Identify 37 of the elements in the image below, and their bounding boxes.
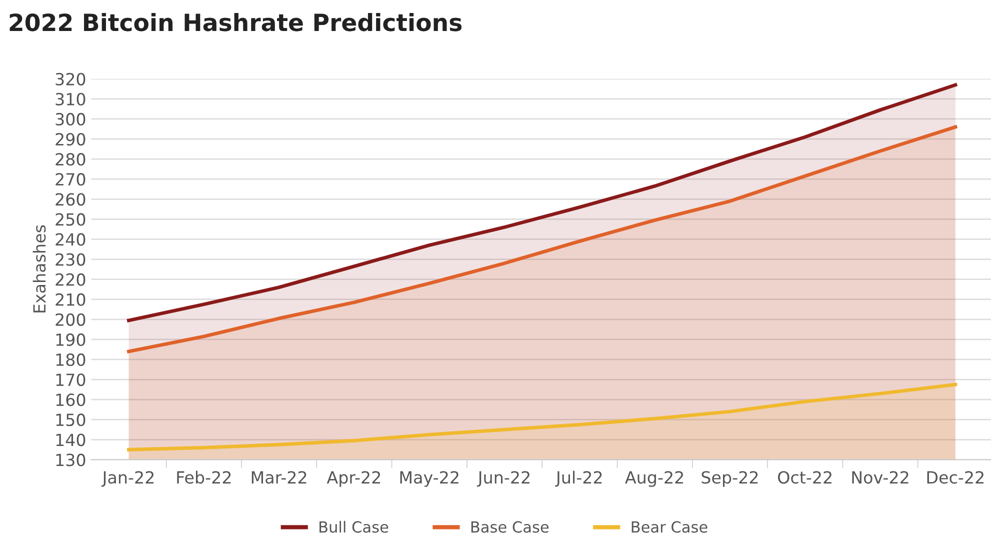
y-tick-label: 290 xyxy=(56,132,86,146)
y-tick-label: 150 xyxy=(56,414,86,426)
x-tick-label: Jan-22 xyxy=(101,471,154,487)
legend-label: Base Case xyxy=(471,521,549,533)
y-tick-label: 300 xyxy=(56,112,86,126)
x-tick-label: Dec-22 xyxy=(927,471,984,484)
x-tick-label: Nov-22 xyxy=(852,471,908,484)
y-tick-label: 260 xyxy=(56,193,86,206)
y-tick-label: 250 xyxy=(56,213,86,226)
x-tick-label: Apr-22 xyxy=(326,471,380,487)
y-tick-label: 240 xyxy=(56,233,86,246)
legend-label: Bull Case xyxy=(320,520,388,533)
y-tick-label: 230 xyxy=(56,253,86,266)
y-tick-label: 190 xyxy=(56,333,86,346)
x-tick-label: Mar-22 xyxy=(252,471,306,484)
y-tick-label: 160 xyxy=(56,394,86,406)
y-axis-title: Exahashes xyxy=(32,225,46,312)
y-tick-label: 170 xyxy=(56,373,86,386)
y-tick-label: 180 xyxy=(56,353,86,366)
x-tick-label: Jul-22 xyxy=(555,470,602,487)
y-tick-label: 310 xyxy=(56,92,86,106)
x-tick-label: Sep-22 xyxy=(702,471,758,487)
y-tick-label: 320 xyxy=(56,72,86,86)
x-tick-label: Oct-22 xyxy=(778,471,832,484)
y-tick-label: 200 xyxy=(56,313,86,326)
y-tick-label: 130 xyxy=(56,454,86,466)
x-tick-label: Feb-22 xyxy=(177,470,231,484)
y-tick-label: 270 xyxy=(56,173,86,186)
y-tick-label: 220 xyxy=(56,273,86,286)
y-tick-label: 140 xyxy=(56,434,86,446)
y-tick-label: 280 xyxy=(56,153,86,166)
x-tick-label: May-22 xyxy=(400,471,458,487)
legend-label: Bear Case xyxy=(632,521,708,533)
x-tick-label: Aug-22 xyxy=(625,471,684,487)
y-tick-label: 210 xyxy=(56,293,86,306)
chart-title: 2022 Bitcoin Hashrate Predictions xyxy=(10,13,462,32)
x-tick-label: Jun-22 xyxy=(477,471,530,487)
